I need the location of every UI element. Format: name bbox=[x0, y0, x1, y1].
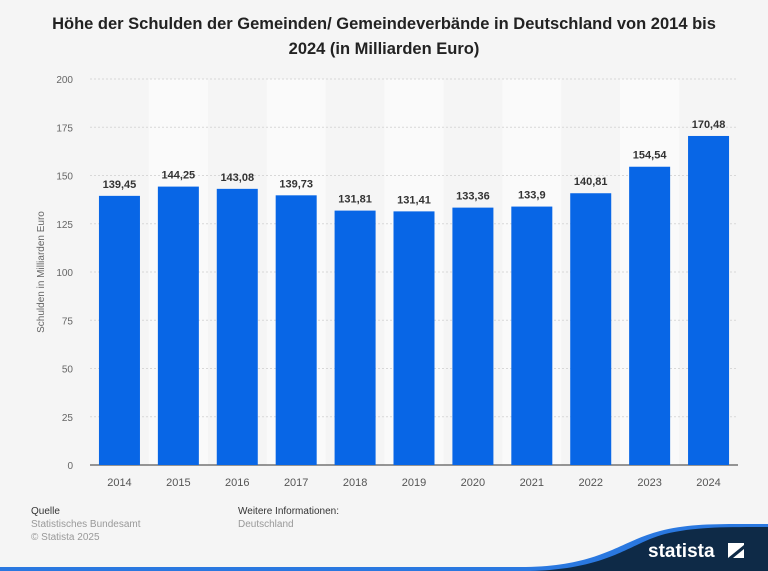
chart-title: Höhe der Schulden der Gemeinden/ Gemeind… bbox=[52, 15, 716, 58]
x-tick-label: 2016 bbox=[225, 477, 249, 489]
info-heading: Weitere Informationen: bbox=[238, 506, 339, 517]
y-tick-label: 125 bbox=[56, 220, 73, 231]
copyright: © Statista 2025 bbox=[31, 532, 100, 543]
y-tick-label: 150 bbox=[56, 172, 73, 183]
y-axis-label: Schulden in Milliarden Euro bbox=[36, 211, 47, 333]
data-label: 144,25 bbox=[162, 170, 196, 182]
bar-2024 bbox=[688, 135, 730, 465]
data-label: 131,81 bbox=[338, 194, 372, 206]
bar-2020 bbox=[452, 207, 494, 465]
data-label: 131,41 bbox=[397, 194, 431, 206]
y-tick-label: 50 bbox=[62, 365, 74, 376]
statista-logo[interactable]: statista bbox=[0, 521, 768, 571]
x-tick-label: 2017 bbox=[284, 477, 308, 489]
logo-text: statista bbox=[648, 541, 715, 562]
source-text: Statistisches Bundesamt bbox=[31, 519, 141, 530]
bar-2014 bbox=[98, 195, 140, 465]
y-tick-label: 0 bbox=[67, 461, 73, 472]
data-label: 140,81 bbox=[574, 176, 608, 188]
x-tick-label: 2015 bbox=[166, 477, 190, 489]
y-tick-label: 200 bbox=[56, 75, 73, 86]
data-label: 133,9 bbox=[518, 190, 546, 202]
bar-2023 bbox=[629, 166, 671, 465]
info-text: Deutschland bbox=[238, 519, 294, 530]
x-tick-label: 2020 bbox=[461, 477, 485, 489]
source-heading: Quelle bbox=[31, 506, 60, 517]
x-tick-label: 2021 bbox=[520, 477, 544, 489]
x-tick-label: 2023 bbox=[637, 477, 661, 489]
bar-2019 bbox=[393, 211, 435, 465]
statista-logo-icon bbox=[728, 543, 744, 558]
bar-2018 bbox=[334, 210, 376, 465]
bar-2021 bbox=[511, 206, 553, 465]
x-tick-label: 2022 bbox=[578, 477, 602, 489]
x-tick-label: 2019 bbox=[402, 477, 426, 489]
bar-2017 bbox=[275, 195, 317, 465]
data-label: 143,08 bbox=[220, 172, 254, 184]
x-tick-label: 2018 bbox=[343, 477, 367, 489]
y-tick-label: 100 bbox=[56, 268, 73, 279]
data-label: 170,48 bbox=[692, 119, 726, 131]
data-label: 139,45 bbox=[103, 179, 137, 191]
y-tick-label: 75 bbox=[62, 316, 74, 327]
data-label: 139,73 bbox=[279, 178, 313, 190]
bar-2022 bbox=[570, 193, 612, 465]
x-tick-label: 2024 bbox=[696, 477, 720, 489]
x-tick-label: 2014 bbox=[107, 477, 131, 489]
bar-chart: 0 25 50 75 100 125 150 175 200 139,45 2014 144,25 20… bbox=[36, 75, 738, 489]
bar-2016 bbox=[216, 188, 258, 466]
bar-2015 bbox=[157, 186, 199, 465]
y-tick-label: 25 bbox=[62, 413, 74, 424]
y-tick-label: 175 bbox=[56, 123, 73, 134]
data-label: 133,36 bbox=[456, 191, 490, 203]
data-label: 154,54 bbox=[633, 150, 668, 162]
